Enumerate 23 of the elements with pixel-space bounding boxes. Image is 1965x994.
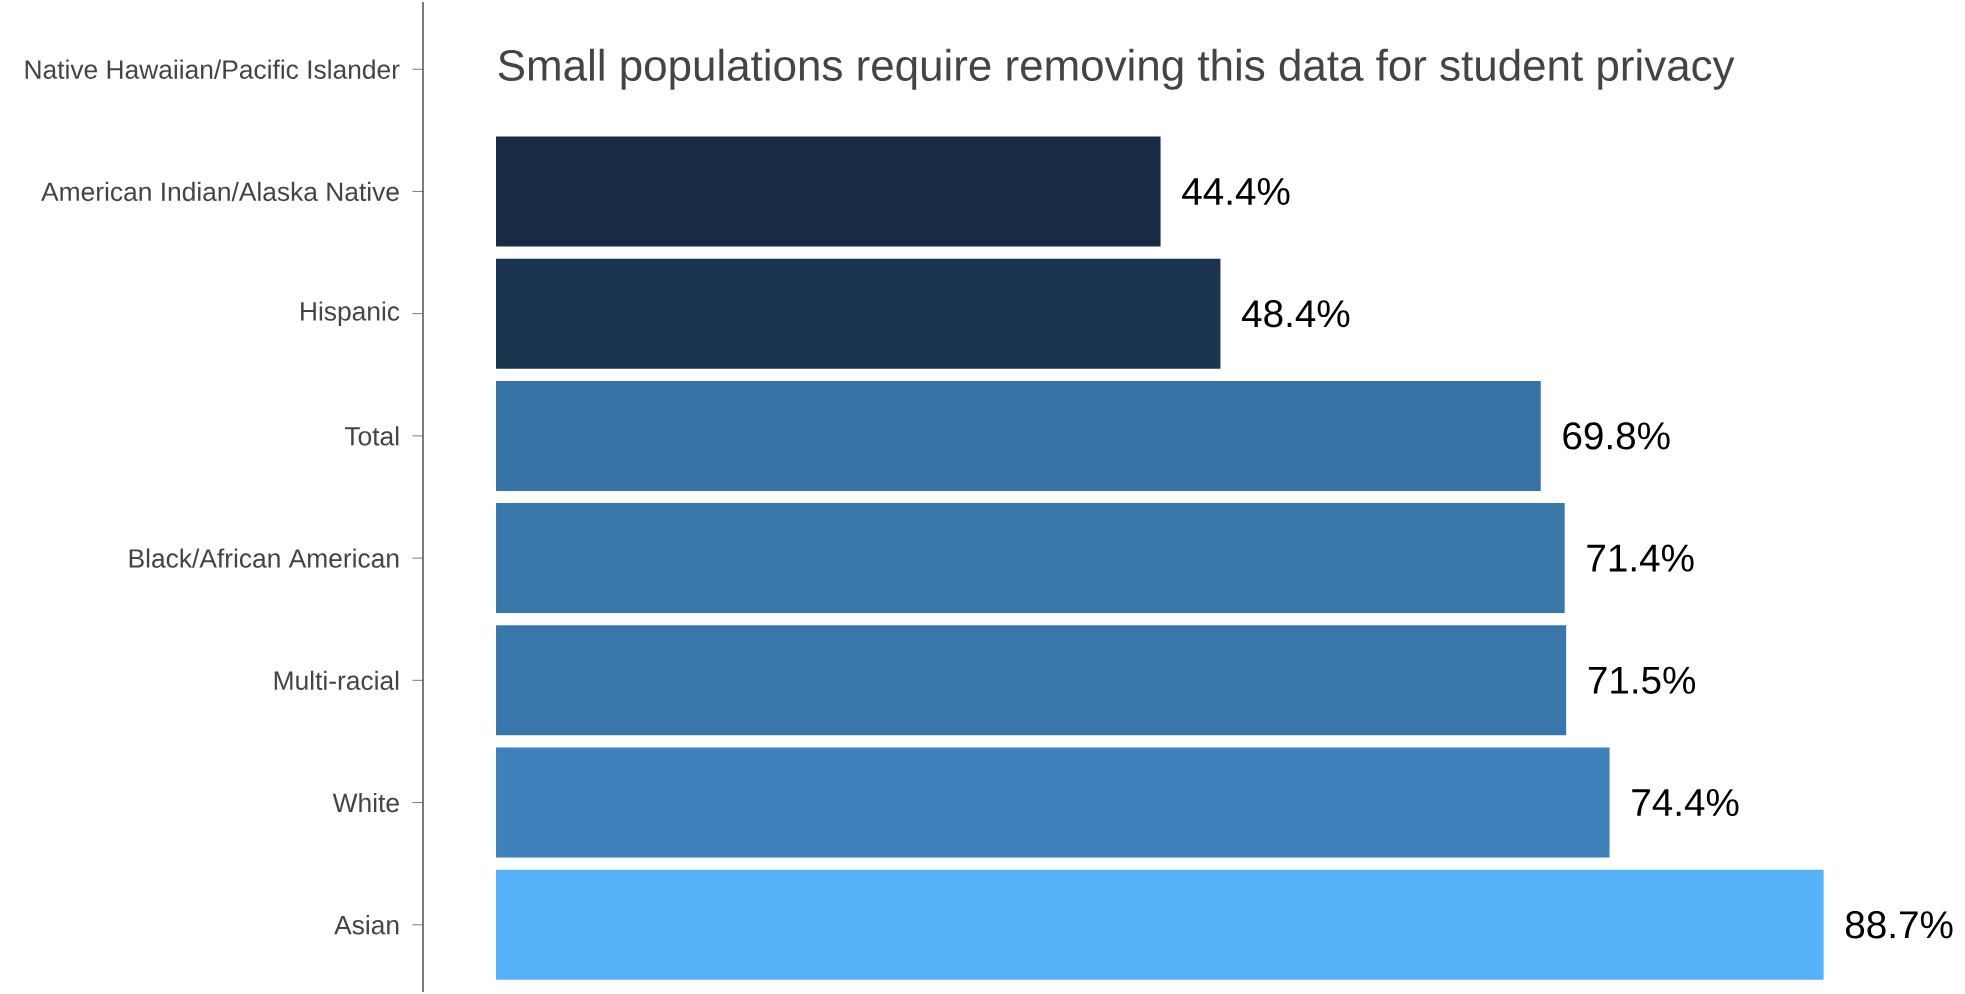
bar	[496, 869, 1824, 980]
bar	[496, 503, 1565, 614]
data-label: 71.5%	[1588, 666, 1696, 694]
annotation: Small populations require removing this data for student privacy	[498, 48, 1735, 90]
y-tick-label: Multi-racial	[274, 670, 399, 691]
data-label: 69.8%	[1563, 422, 1670, 450]
data-label: 71.4%	[1587, 544, 1694, 572]
data-label: 48.4%	[1242, 300, 1350, 328]
bar	[496, 380, 1541, 491]
y-tick-label: Asian	[334, 915, 399, 935]
y-tick-label: White	[332, 792, 399, 813]
bar	[496, 258, 1221, 369]
data-label: 74.4%	[1632, 789, 1739, 817]
bar	[496, 625, 1567, 736]
bar	[496, 136, 1161, 247]
bar	[496, 747, 1610, 858]
data-label: 88.7%	[1845, 911, 1953, 939]
y-tick-label: Hispanic	[301, 301, 400, 326]
y-tick-label: Total	[344, 426, 399, 446]
y-tick-label: American Indian/Alaska Native	[41, 181, 399, 202]
y-tick-label: Black/African American	[129, 548, 399, 568]
data-label: 44.4%	[1182, 177, 1290, 205]
y-tick-label: Native Hawaiian/Pacific Islander	[25, 59, 400, 79]
